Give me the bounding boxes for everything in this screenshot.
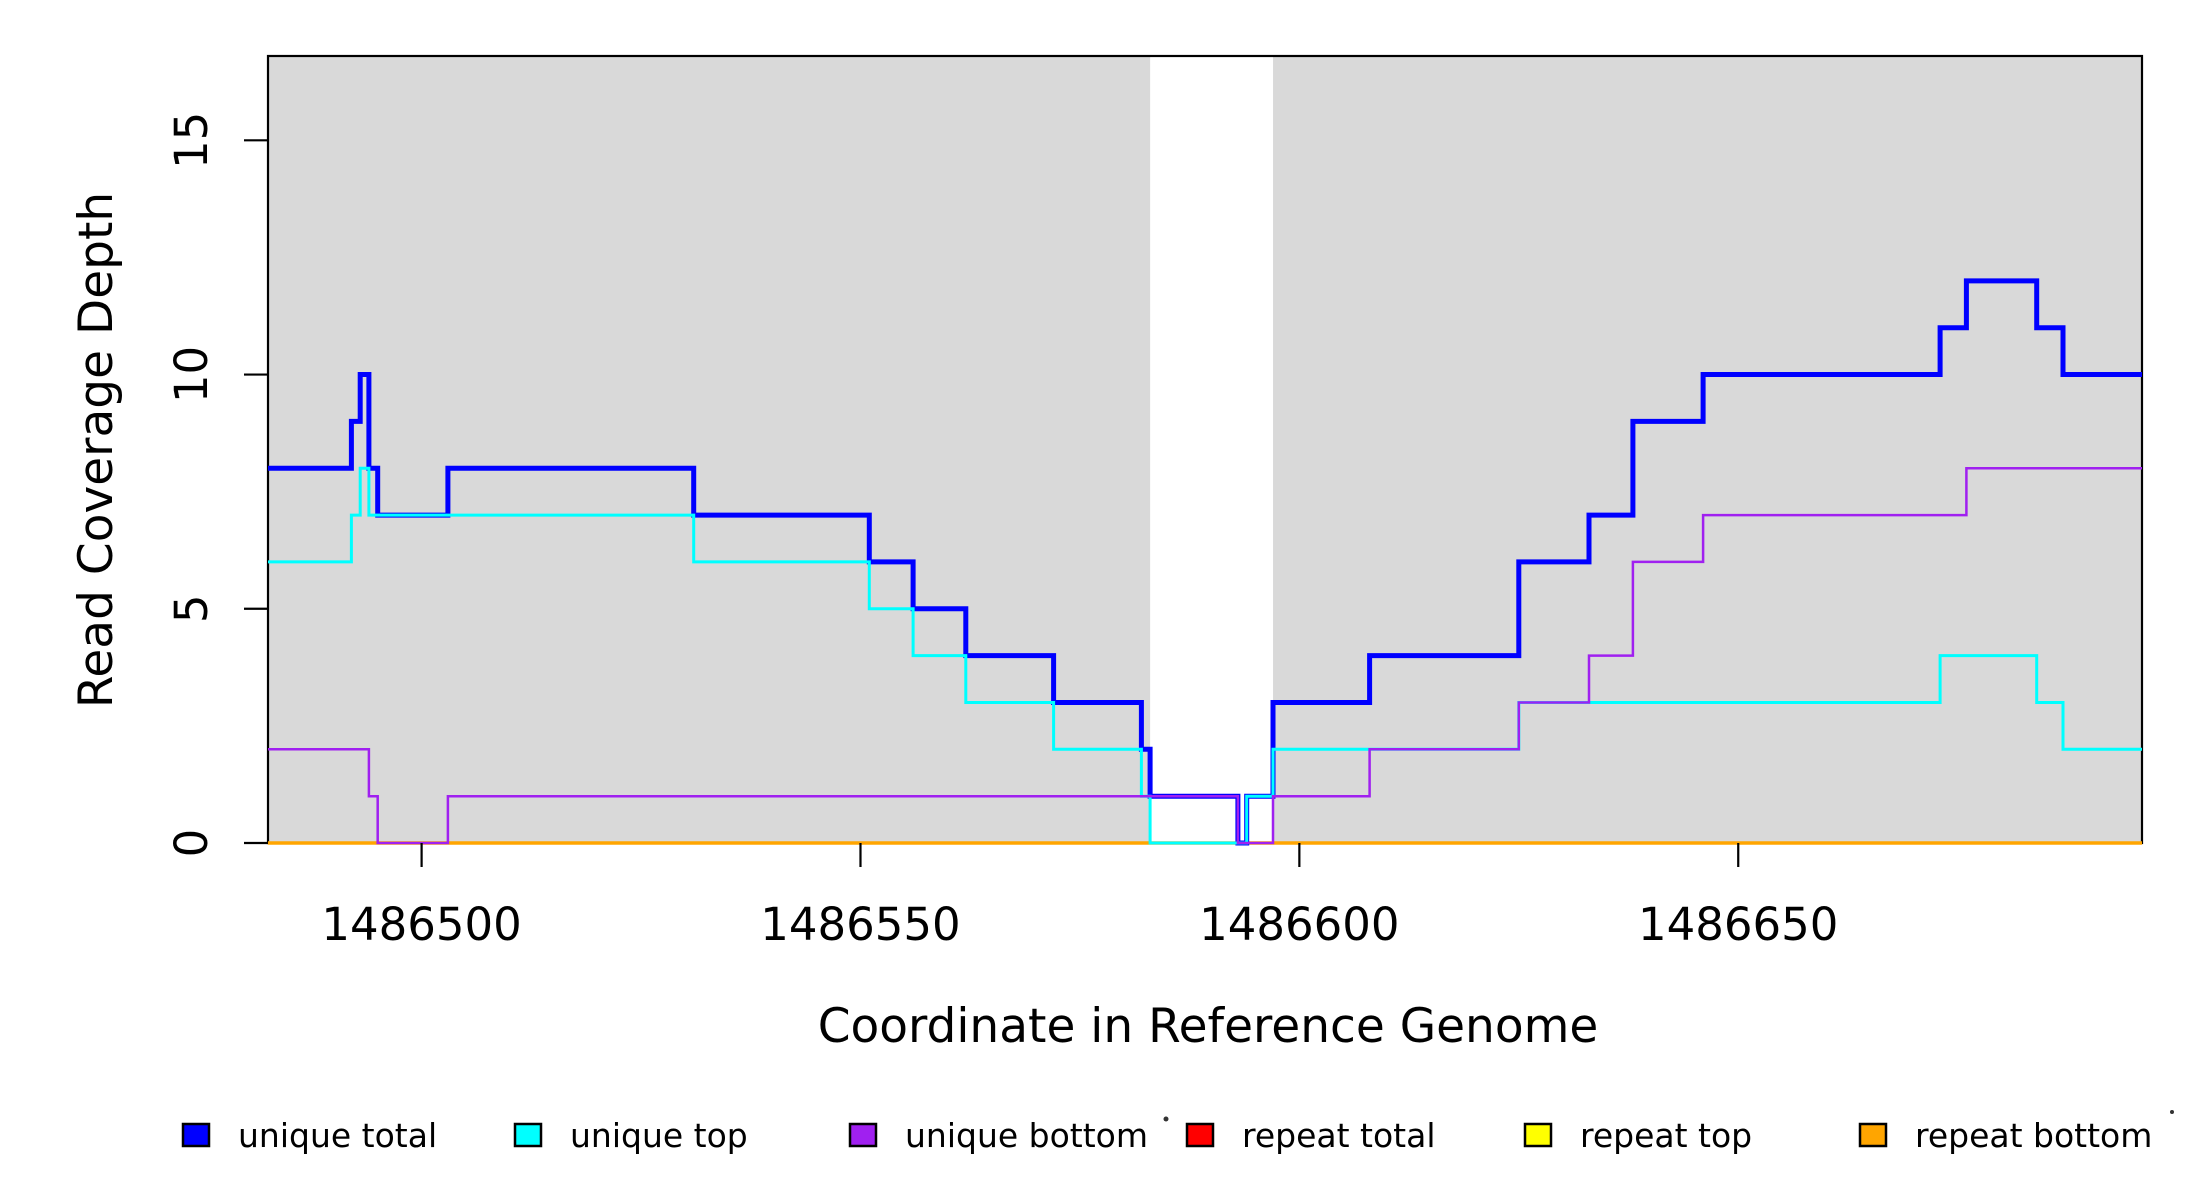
legend-swatch-unique-total [181,1122,211,1148]
legend-item-repeat-top: repeat top [1523,1116,1752,1155]
stray-dot-0 [1163,1116,1169,1122]
series-line-unique-top [268,466,2142,845]
y-tick-label: 0 [165,829,218,858]
y-tick-label: 10 [165,346,218,403]
x-axis-title: Coordinate in Reference Genome [818,999,1599,1054]
series-line-unique-bottom [268,466,2142,845]
legend-item-repeat-total: repeat total [1185,1116,1436,1155]
legend-swatch-repeat-top [1523,1122,1553,1148]
y-axis-title: Read Coverage Depth [69,192,124,708]
y-tick-label: 5 [165,594,218,623]
legend-item-unique-bottom: unique bottom [848,1116,1148,1155]
shaded-region-1 [1273,56,2142,843]
x-tick-label: 1486550 [760,898,960,951]
shaded-region-0 [268,56,1151,843]
legend-item-repeat-bottom: repeat bottom [1858,1116,2152,1155]
legend-swatch-repeat-bottom [1858,1122,1888,1148]
legend-item-unique-total: unique total [181,1116,437,1155]
legend-swatch-unique-top [513,1122,543,1148]
y-tick-label: 15 [165,112,218,169]
legend-label-unique-top: unique top [570,1116,748,1155]
x-tick-label: 1486600 [1199,898,1399,951]
legend-label-unique-bottom: unique bottom [905,1116,1148,1155]
legend-label-repeat-top: repeat top [1580,1116,1752,1155]
legend-swatch-repeat-total [1185,1122,1215,1148]
x-tick-label: 1486650 [1638,898,1838,951]
legend-swatch-unique-bottom [848,1122,878,1148]
stray-dot-1 [2170,1110,2174,1114]
legend-item-unique-top: unique top [513,1116,748,1155]
x-tick-label: 1486500 [321,898,521,951]
legend-label-unique-total: unique total [238,1116,437,1155]
legend-label-repeat-bottom: repeat bottom [1915,1116,2152,1155]
legend-label-repeat-total: repeat total [1242,1116,1436,1155]
